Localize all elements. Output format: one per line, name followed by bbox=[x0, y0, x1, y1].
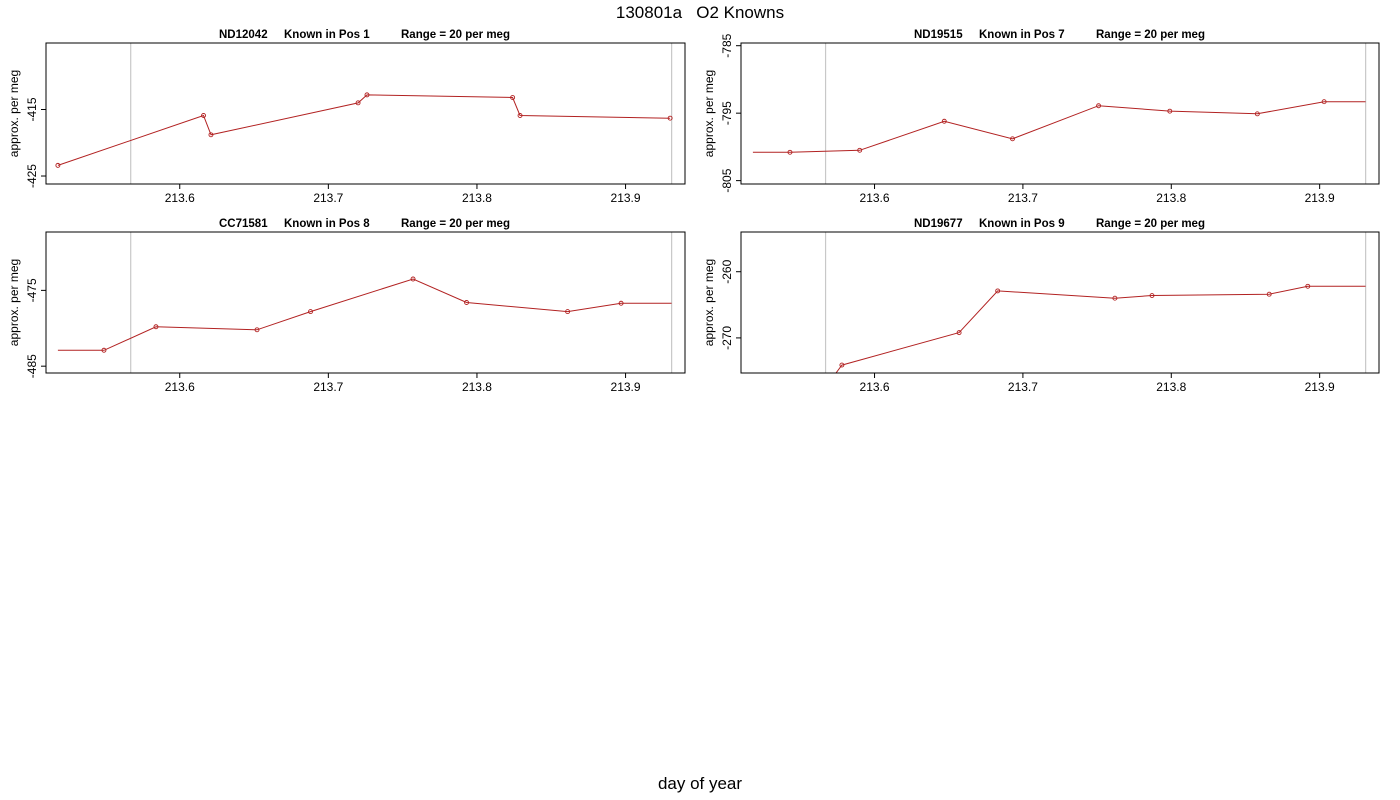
x-tick-label: 213.8 bbox=[462, 380, 492, 394]
data-point bbox=[208, 132, 214, 138]
data-point bbox=[1149, 293, 1155, 298]
y-axis-label: approx. per meg bbox=[702, 259, 716, 346]
panel-title-part: ND19515 bbox=[914, 29, 963, 41]
panel-title-part: Range = 20 per meg bbox=[401, 29, 510, 41]
x-tick-label: 213.7 bbox=[1008, 380, 1038, 394]
panel-title-part: Range = 20 per meg bbox=[401, 218, 510, 230]
data-point bbox=[101, 347, 107, 353]
data-point bbox=[364, 92, 370, 98]
y-axis-label: approx. per meg bbox=[702, 70, 716, 157]
x-tick-label: 213.8 bbox=[462, 191, 492, 205]
series-line bbox=[835, 285, 1366, 373]
data-point bbox=[1266, 291, 1272, 297]
data-point bbox=[1010, 136, 1015, 142]
data-point bbox=[510, 95, 516, 100]
y-tick-label: -415 bbox=[25, 97, 39, 121]
x-tick-label: 213.9 bbox=[611, 380, 641, 394]
panel-title-part: CC71581 bbox=[219, 218, 268, 230]
data-point bbox=[254, 327, 260, 333]
x-tick-label: 213.6 bbox=[860, 191, 890, 205]
data-point bbox=[618, 300, 624, 306]
plot-frame bbox=[45, 42, 686, 185]
x-tick-label: 213.9 bbox=[1305, 191, 1335, 205]
y-tick-label: -475 bbox=[25, 278, 39, 302]
x-tick-label: 213.7 bbox=[1008, 191, 1038, 205]
x-tick-label: 213.7 bbox=[313, 380, 343, 394]
data-point bbox=[1321, 99, 1327, 105]
y-tick-label: -260 bbox=[720, 259, 734, 283]
series-line bbox=[57, 278, 672, 351]
figure-title: 130801a O2 Knowns bbox=[615, 3, 785, 22]
data-point bbox=[410, 276, 416, 282]
data-point bbox=[464, 300, 470, 305]
panel-title-part: Known in Pos 9 bbox=[979, 218, 1065, 230]
plot-frame bbox=[740, 231, 1380, 374]
x-tick-label: 213.9 bbox=[611, 191, 641, 205]
panel-title-part: ND12042 bbox=[219, 29, 268, 41]
y-tick-label: -425 bbox=[25, 164, 39, 188]
plot-frame bbox=[45, 231, 686, 374]
panel-title-part: Known in Pos 8 bbox=[284, 218, 370, 230]
y-tick-label: -270 bbox=[720, 326, 734, 350]
data-point bbox=[956, 330, 962, 336]
panel-title-part: ND19677 bbox=[914, 218, 963, 230]
y-tick-label: -485 bbox=[25, 354, 39, 378]
y-axis-label: approx. per meg bbox=[7, 70, 21, 157]
data-point bbox=[201, 113, 206, 118]
x-tick-label: 213.6 bbox=[165, 191, 195, 205]
x-tick-label: 213.6 bbox=[165, 380, 195, 394]
data-point bbox=[153, 324, 159, 330]
data-point bbox=[1254, 111, 1260, 117]
data-point bbox=[1167, 108, 1173, 114]
data-point bbox=[308, 309, 313, 315]
x-axis-caption: day of year bbox=[657, 774, 743, 793]
data-point bbox=[517, 113, 523, 118]
data-point bbox=[1096, 103, 1102, 109]
data-point bbox=[667, 115, 673, 121]
y-axis-label: approx. per meg bbox=[7, 259, 21, 346]
series-line bbox=[752, 101, 1366, 153]
x-tick-label: 213.7 bbox=[313, 191, 343, 205]
x-tick-label: 213.8 bbox=[1156, 191, 1186, 205]
chart-panel: 213.6 213.7 213.8 213.9 -260 -270 approx. per … bbox=[702, 218, 1380, 394]
chart-panel: 213.6 213.7 213.8 213.9 -475 -485 approx. per … bbox=[7, 218, 686, 394]
x-tick-label: 213.8 bbox=[1156, 380, 1186, 394]
panel-title-part: Range = 20 per meg bbox=[1096, 218, 1205, 230]
series-line bbox=[57, 94, 671, 166]
y-tick-label: -805 bbox=[720, 168, 734, 192]
data-point bbox=[941, 118, 947, 124]
data-point bbox=[1112, 295, 1118, 301]
data-point bbox=[787, 149, 793, 155]
y-tick-label: -785 bbox=[720, 33, 734, 57]
chart-panel: 213.6 213.7 213.8 213.9 -415 -425 approx. per … bbox=[7, 29, 686, 205]
x-tick-label: 213.6 bbox=[860, 380, 890, 394]
data-point bbox=[565, 309, 571, 315]
chart-panel: 213.6 213.7 213.8 213.9 -785 -795 -805 approx. … bbox=[702, 29, 1380, 205]
data-point bbox=[355, 100, 361, 106]
panel-title-part: Known in Pos 7 bbox=[979, 29, 1065, 41]
data-point bbox=[995, 288, 1001, 294]
panel-title-part: Known in Pos 1 bbox=[284, 29, 370, 41]
plot-frame bbox=[740, 42, 1380, 185]
data-point bbox=[1305, 283, 1311, 289]
panel-title-part: Range = 20 per meg bbox=[1096, 29, 1205, 41]
data-point bbox=[839, 362, 845, 368]
data-point bbox=[857, 147, 863, 153]
y-tick-label: -795 bbox=[720, 101, 734, 125]
x-tick-label: 213.9 bbox=[1305, 380, 1335, 394]
data-point bbox=[55, 162, 61, 168]
